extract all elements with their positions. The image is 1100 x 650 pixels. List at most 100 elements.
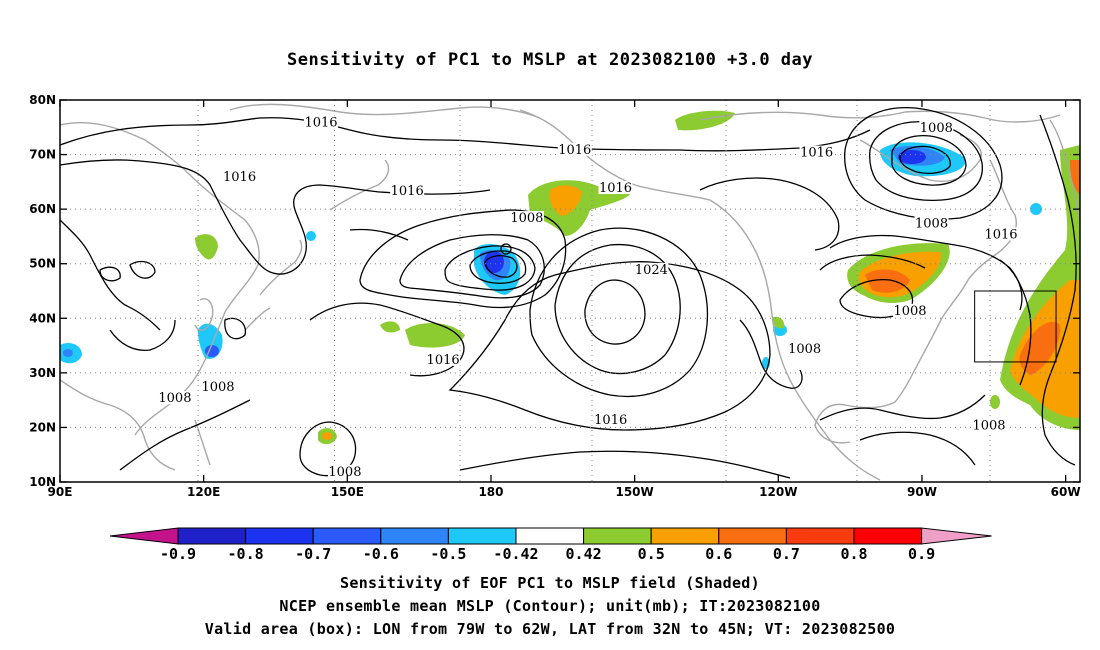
shade-positive — [195, 234, 218, 260]
colorbar-label: 0.5 — [638, 545, 665, 563]
shade-positive — [772, 316, 785, 329]
colorbar-label: -0.7 — [295, 545, 331, 563]
contour-label: 1008 — [893, 304, 926, 319]
lon-label: 120W — [759, 485, 797, 499]
lon-label: 180 — [478, 485, 503, 499]
contour-1016 — [60, 117, 871, 152]
shade-positive — [675, 110, 735, 131]
contour-1008-ring — [299, 421, 357, 477]
colorbar-label: -0.8 — [228, 545, 264, 563]
lon-label: 90W — [907, 485, 937, 499]
contour-hudson-1004 — [869, 121, 983, 201]
contour-label: 1008 — [510, 211, 543, 226]
contour-label-bg — [983, 227, 1018, 241]
lat-label: 40N — [29, 311, 56, 325]
lon-label: 150E — [331, 485, 364, 499]
longitude-axis: 90E 120E 150E 180 150W 120W 90W 60W — [48, 100, 1081, 499]
contour-label: 1016 — [391, 184, 424, 199]
lat-label: 20N — [29, 420, 56, 434]
colorbar: -0.9 -0.8 -0.7 -0.6 -0.5 -0.42 0.42 0.5 0.6 0.7 0.… — [109, 527, 992, 563]
caption-shading: Sensitivity of EOF PC1 to MSLP field (Sh… — [340, 574, 760, 592]
caption-contour: NCEP ensemble mean MSLP (Contour); unit(… — [279, 597, 821, 615]
lat-label: 30N — [29, 366, 56, 380]
contour-atlantic — [1039, 114, 1077, 466]
contour-label-bg — [593, 412, 628, 426]
contour-label-bg — [799, 145, 834, 159]
contour-label: 1008 — [972, 418, 1005, 433]
contour-hudson-1008 — [844, 106, 1003, 220]
contour-label: 1016 — [427, 353, 460, 368]
contour-label: 1016 — [558, 143, 591, 158]
coast-kamchatka — [329, 159, 390, 211]
lon-label: 150W — [615, 485, 653, 499]
coast-japan — [244, 239, 303, 331]
contour-label: 1008 — [328, 465, 361, 480]
coast-hudson-bay — [859, 134, 982, 182]
contour-label: 1016 — [800, 146, 833, 161]
colorbar-label: 0.9 — [908, 545, 935, 563]
contour-asia-small — [224, 317, 247, 340]
contour-label-bg — [509, 211, 544, 225]
contour-label: 1016 — [304, 116, 337, 131]
contour-label: 1008 — [920, 121, 953, 136]
coast-east-asia — [60, 122, 260, 436]
lat-label: 60N — [29, 202, 56, 216]
contour-1016 — [349, 228, 409, 241]
mslp-contours — [60, 106, 1077, 479]
lat-label: 70N — [29, 148, 56, 162]
caption-valid-area: Valid area (box): LON from 79W to 62W, L… — [204, 620, 896, 638]
contour-label-bg — [634, 262, 669, 276]
shade-negative — [63, 349, 73, 357]
contour-label: 1024 — [635, 263, 668, 278]
map-title: Sensitivity of PC1 to MSLP at 2023082100… — [286, 50, 813, 70]
coast-arctic-canada — [699, 110, 1061, 123]
colorbar-low-arrow — [109, 527, 179, 545]
shade-positive — [549, 185, 582, 216]
coast-se-asia — [60, 379, 176, 471]
contour-label-bg — [972, 418, 1007, 432]
valid-area-box — [974, 290, 1057, 363]
contour-hudson-996 — [899, 145, 951, 174]
shade-negative — [484, 251, 504, 273]
contour-1028-high — [584, 279, 646, 345]
contour-label-bg — [303, 115, 338, 129]
contour-label-bg — [222, 170, 257, 184]
coastlines — [60, 103, 1080, 481]
contour-1016-pacific — [448, 261, 771, 431]
contour-1016 — [309, 302, 465, 377]
shade-negative — [898, 150, 926, 164]
coast-greenland — [1049, 119, 1080, 221]
contour-label: 1016 — [599, 181, 632, 196]
colorbar-segment — [650, 527, 720, 545]
map-frame — [59, 99, 1081, 483]
coast-gulf-mexico — [814, 401, 896, 444]
lat-label: 50N — [29, 257, 56, 271]
colorbar-label: -0.6 — [363, 545, 399, 563]
latitude-axis: 80N 70N 60N 50N 40N 30N 20N 10N — [29, 93, 1080, 489]
contour-label: 1016 — [594, 413, 627, 428]
shade-negative — [306, 231, 316, 241]
contour-1012-asia — [109, 319, 176, 351]
contour-asia-small — [99, 266, 121, 282]
contour-992-low — [484, 255, 518, 278]
contour-1016 — [60, 159, 491, 275]
coast-philippines — [194, 419, 211, 466]
coast-alaska — [519, 109, 881, 481]
contour-na-1012 — [819, 254, 926, 271]
colorbar-segment — [380, 527, 449, 545]
coast-korea — [194, 298, 214, 332]
colorbar-segment — [177, 527, 247, 545]
contour-label: 1008 — [915, 217, 948, 232]
contour-1008-south — [119, 399, 251, 471]
lat-label: 80N — [29, 93, 56, 107]
contour-label: 1016 — [984, 227, 1017, 242]
contour-label: 1008 — [788, 342, 821, 357]
contour-1016 — [60, 219, 161, 331]
contour-west-na — [739, 319, 803, 389]
lon-label: 120E — [187, 485, 220, 499]
colorbar-label: -0.9 — [160, 545, 196, 563]
contour-1012 — [459, 450, 791, 479]
contour-east-na — [819, 394, 986, 421]
coast-labrador — [967, 159, 1017, 281]
colorbar-label: -0.42 — [493, 545, 538, 563]
